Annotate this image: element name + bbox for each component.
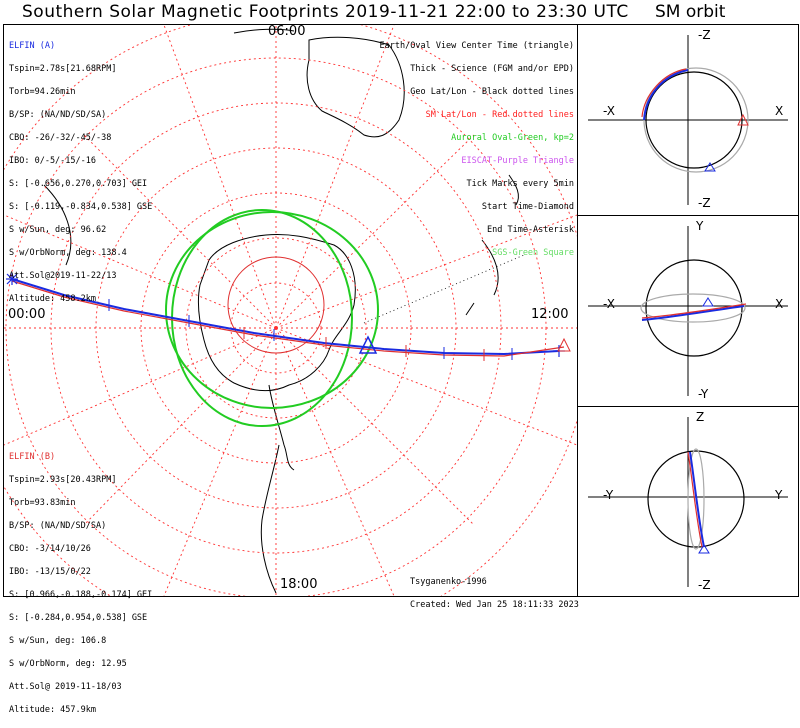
elfin-a-tspin: Tspin=2.78s[21.68RPM] — [9, 63, 117, 74]
orbit-triangle-yz — [698, 544, 710, 554]
elfin-b-attsol: Att.Sol@ 2019-11-18/03 — [9, 681, 122, 692]
mlt-bottom-label: 18:00 — [280, 577, 318, 592]
sm-p3-top-label: Z — [696, 410, 704, 424]
legend-line-10: SGS-Green Square — [492, 247, 574, 258]
orbit-a-path-yz — [689, 451, 705, 548]
legend-line-9: End Time-Asterisk — [487, 224, 574, 235]
elfin-a-swsun: S w/Sun, deg: 96.62 — [9, 224, 107, 235]
new-zealand-outline — [465, 239, 499, 316]
sm-p2-top-label: Y — [695, 219, 704, 233]
elfin-b-name: ELFIN (B) — [9, 451, 56, 462]
sm-orbit-panel-xz: -Z -Z -X X — [577, 24, 799, 216]
elfin-b-info: ELFIN (B) Tspin=2.93s[20.43RPM] Torb=93.… — [9, 440, 152, 728]
elfin-b-track — [11, 280, 565, 357]
sm-grid — [0, 12, 592, 644]
legend-line-5: Auroral Oval-Green, kp=2 — [451, 132, 574, 143]
elfin-a-ibo: IBO: 0/-5/-15/-16 — [9, 155, 96, 166]
legend: Earth/Oval View Center Time (triangle) T… — [380, 29, 574, 271]
orbit-b-path-xy — [641, 303, 747, 319]
elfin-a-altitude: Altitude: 458.2km — [9, 293, 96, 304]
sm-p2-left-label: -X — [603, 297, 615, 311]
sm-p1-right-label: X — [775, 104, 783, 118]
elfin-a-info: ELFIN (A) Tspin=2.78s[21.68RPM] Torb=94.… — [9, 29, 152, 317]
elfin-b-torb: Torb=93.83min — [9, 497, 76, 508]
elfin-a-s-gei: S: [-0.656,0.270,0.703] GEI — [9, 178, 148, 189]
legend-line-8: Start Time-Diamond — [481, 201, 574, 212]
orbit-a-path — [643, 69, 689, 121]
start-asterisk-marker — [6, 273, 18, 285]
antarctica-outline — [197, 234, 356, 392]
view-center-triangle — [358, 335, 378, 354]
elfin-a-s-gse: S: [-0.119,-0.834,0.538] GSE — [9, 201, 153, 212]
elfin-b-s-gei: S: [0.966,-0.188,-0.174] GEI — [9, 589, 153, 600]
elfin-a-track — [11, 278, 560, 356]
sm-orbit-title: SM orbit — [655, 2, 726, 22]
elfin-b-sworb: S w/OrbNorm, deg: 12.95 — [9, 658, 127, 669]
elfin-a-torb: Torb=94.26min — [9, 86, 76, 97]
geo-grid — [363, 254, 525, 324]
legend-line-6: EISCAT-Purple Triangle — [461, 155, 574, 166]
legend-line-4: SM Lat/Lon - Red dotted lines — [425, 109, 574, 120]
legend-line-1: Earth/Oval View Center Time (triangle) — [379, 40, 574, 51]
elfin-a-attsol: Att.Sol@2019-11-22/13 — [9, 270, 117, 281]
orbit-a-path-xy — [641, 305, 745, 321]
elfin-b-tspin: Tspin=2.93s[20.43RPM] — [9, 474, 117, 485]
sm-p3-right-label: Y — [774, 488, 783, 502]
orbit-b-path-yz — [687, 451, 703, 548]
orbit-b-path — [641, 68, 687, 118]
asia-outline — [233, 28, 295, 34]
africa-outline — [43, 184, 72, 266]
footer: Tsyganenko-1996 Created: Wed Jan 25 18:1… — [410, 565, 579, 623]
legend-line-3: Geo Lat/Lon - Black dotted lines — [410, 86, 574, 97]
elfin-b-altitude: Altitude: 457.9km — [9, 704, 96, 715]
sm-inner-circle — [227, 256, 325, 354]
elfin-b-cbo: CBO: -3/14/10/26 — [9, 543, 91, 554]
footer-created: Created: Wed Jan 25 18:11:33 2023 — [410, 599, 579, 610]
south-america-outline — [260, 444, 280, 594]
elfin-b-ibo: IBO: -13/15/0/22 — [9, 566, 91, 577]
sm-p3-left-label: -Y — [603, 488, 614, 502]
peninsula-outline — [268, 384, 295, 471]
orbit-start-triangle — [704, 162, 716, 172]
sm-orbit-panel-yz: Z -Z -Y Y — [577, 406, 799, 597]
orbit-triangle-xy — [702, 297, 714, 307]
mlt-right-label: 12:00 — [531, 307, 569, 322]
sm-p3-bottom-label: -Z — [698, 578, 711, 592]
elfin-a-name: ELFIN (A) — [9, 40, 56, 51]
mlt-top-label: 06:00 — [268, 24, 306, 39]
australia-outline — [306, 36, 405, 138]
tick-marks — [108, 299, 513, 360]
sm-p1-top-label: -Z — [698, 28, 711, 42]
tick-marks-b — [243, 327, 485, 361]
legend-line-2: Thick - Science (FGM and/or EPD) — [410, 63, 574, 74]
elfin-a-cbo: CBO: -26/-32/-45/-38 — [9, 132, 112, 143]
elfin-b-bsp: B/SP: (NA/ND/SD/SA) — [9, 520, 107, 531]
footprint-map-frame — [0, 12, 592, 644]
island-outline — [508, 174, 519, 206]
sm-p2-right-label: X — [775, 297, 783, 311]
sm-p1-bottom-label: -Z — [698, 196, 711, 210]
coastlines — [43, 28, 519, 594]
footer-model: Tsyganenko-1996 — [410, 576, 487, 587]
end-triangle-marker — [557, 337, 571, 352]
page-title: Southern Solar Magnetic Footprints 2019-… — [22, 2, 629, 22]
orbit-end-triangle — [737, 113, 749, 126]
footprint-map — [0, 12, 592, 644]
mlt-left-label: 00:00 — [8, 307, 46, 322]
sm-p1-left-label: -X — [603, 104, 615, 118]
elfin-b-s-gse: S: [-0.284,0.954,0.538] GSE — [9, 612, 148, 623]
elfin-a-bsp: B/SP: (NA/ND/SD/SA) — [9, 109, 107, 120]
sm-orbit-panel-xy: Y -Y -X X — [577, 215, 799, 407]
legend-line-7: Tick Marks every 5min — [466, 178, 574, 189]
sm-p2-bottom-label: -Y — [698, 387, 709, 401]
elfin-b-swsun: S w/Sun, deg: 106.8 — [9, 635, 107, 646]
elfin-a-sworb: S w/OrbNorm, deg: 138.4 — [9, 247, 127, 258]
